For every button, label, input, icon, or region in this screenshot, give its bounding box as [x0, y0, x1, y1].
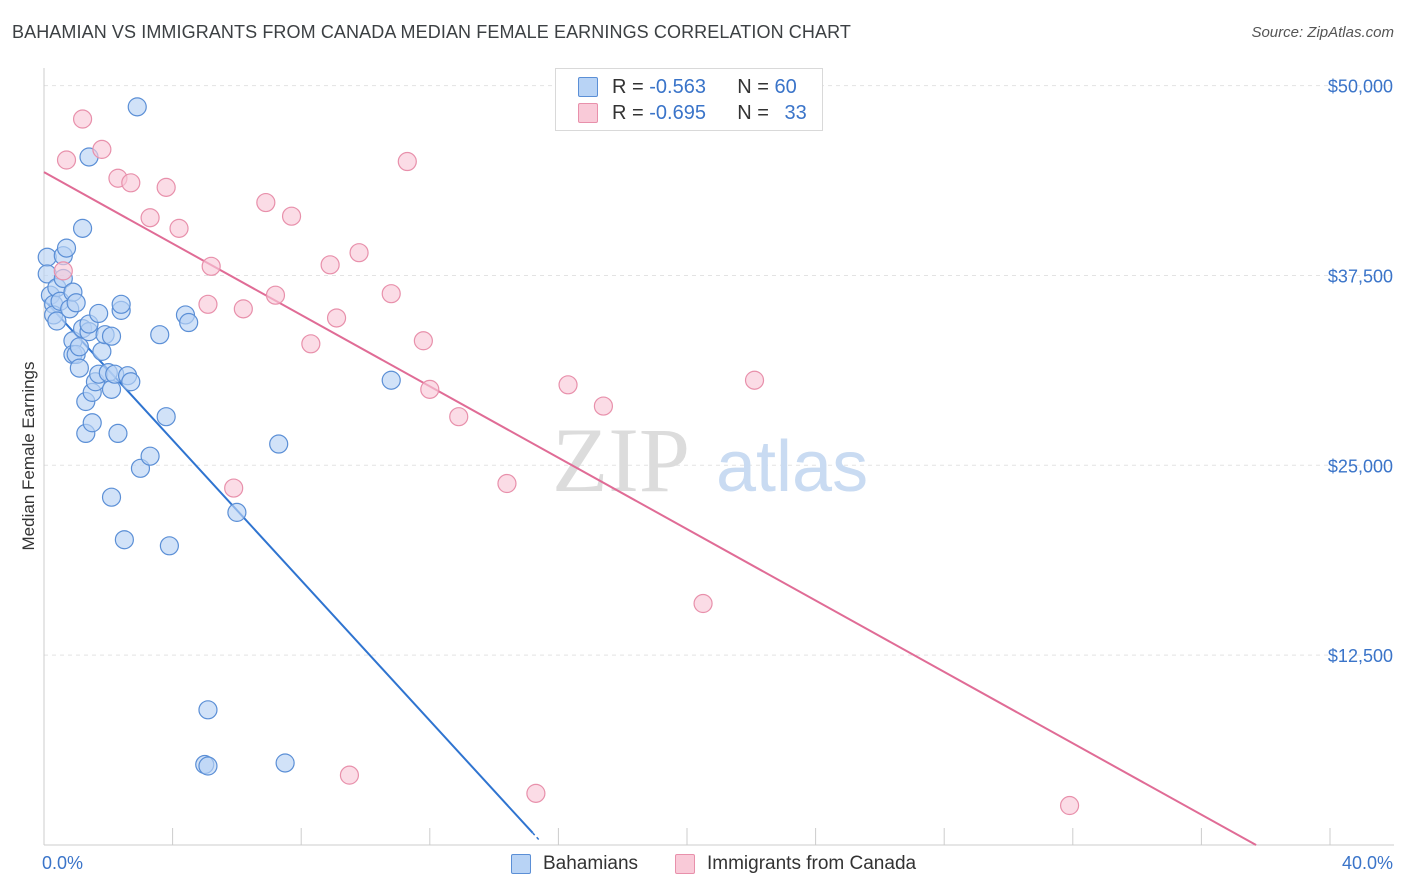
data-point	[269, 434, 289, 454]
data-point	[1059, 795, 1080, 816]
data-point	[233, 299, 253, 319]
grid-lines	[44, 85, 1394, 656]
legend-n-label: N =	[737, 101, 775, 124]
data-point	[693, 593, 713, 614]
data-point	[420, 379, 440, 399]
legend-row-bahamians: R = -0.563 N = 60	[578, 74, 797, 100]
data-point	[744, 370, 765, 390]
data-point	[265, 285, 286, 305]
data-point	[339, 765, 360, 785]
data-point	[114, 530, 134, 550]
data-point	[281, 206, 302, 226]
data-point	[53, 261, 73, 281]
legend-n-label: N =	[737, 75, 775, 98]
data-point	[89, 303, 109, 324]
data-point	[558, 375, 578, 395]
data-point	[224, 478, 244, 498]
data-point	[127, 97, 147, 117]
data-point	[92, 139, 112, 159]
data-point	[349, 243, 369, 263]
legend-n-value: 60	[774, 75, 797, 98]
bottom-swatch-immigrants	[675, 854, 695, 874]
data-point	[66, 293, 86, 313]
data-point	[47, 311, 67, 331]
legend-swatch-immigrants	[578, 103, 598, 123]
data-point	[69, 358, 89, 378]
data-point	[198, 756, 218, 776]
tick-labels: $12,500 $25,000 $37,500 $50,000 0.0% 40.0%	[42, 77, 1393, 873]
y-tick-label: $37,500	[1328, 266, 1393, 286]
data-point	[449, 407, 469, 427]
x-tick-label: 0.0%	[42, 853, 83, 873]
data-point	[121, 372, 141, 392]
data-point	[72, 109, 93, 129]
legend-n-value: 33	[784, 101, 807, 124]
data-point	[381, 370, 401, 390]
series-immigrants-canada	[53, 109, 1080, 816]
data-point	[593, 396, 614, 416]
legend-r-label: R =	[612, 75, 650, 98]
data-point	[82, 413, 102, 433]
data-point	[275, 753, 295, 773]
data-point	[526, 783, 546, 803]
data-point	[37, 247, 57, 267]
y-tick-label: $12,500	[1328, 646, 1393, 666]
trend-line	[43, 171, 1257, 846]
bottom-swatch-bahamians	[511, 854, 531, 874]
bottom-legend-label: Immigrants from Canada	[707, 853, 917, 874]
data-point	[169, 218, 189, 238]
data-point	[397, 151, 417, 172]
data-point	[227, 502, 247, 522]
data-point	[159, 536, 179, 556]
y-tick-label: $50,000	[1328, 77, 1393, 97]
chart-title: BAHAMIAN VS IMMIGRANTS FROM CANADA MEDIA…	[12, 22, 851, 42]
data-point	[156, 407, 176, 427]
legend-swatch-bahamians	[578, 77, 598, 97]
data-point	[381, 284, 401, 304]
data-point	[111, 294, 131, 314]
data-point	[101, 326, 122, 346]
data-point	[326, 308, 347, 328]
data-point	[413, 331, 433, 351]
legend-row-immigrants: R = -0.695 N = 33	[578, 100, 807, 126]
watermark-atlas: atlas	[716, 427, 868, 507]
y-tick-label: $25,000	[1328, 456, 1393, 476]
watermark-zip: ZIP	[552, 409, 690, 511]
data-point	[301, 334, 321, 354]
trend-line-extension	[532, 832, 540, 841]
legend-r-value: -0.563	[649, 75, 706, 98]
legend-r-value: -0.695	[649, 101, 706, 124]
data-point	[256, 192, 276, 213]
data-point	[108, 423, 128, 444]
x-tick-label: 40.0%	[1342, 853, 1393, 873]
data-point	[72, 218, 93, 238]
data-point	[198, 294, 218, 314]
data-point	[179, 312, 199, 333]
data-point	[56, 238, 77, 258]
data-point	[56, 150, 77, 170]
source-label: Source: ZipAtlas.com	[1251, 24, 1394, 41]
data-point	[497, 473, 517, 494]
data-point	[198, 700, 218, 720]
trend-lines	[43, 171, 1257, 846]
y-axis-label: Median Female Earnings	[19, 362, 38, 551]
series-bahamians	[37, 97, 401, 776]
legend-r-label: R =	[612, 101, 650, 124]
bottom-legend-immigrants: Immigrants from Canada	[675, 851, 916, 877]
data-point	[69, 337, 89, 357]
data-point	[140, 446, 160, 466]
bottom-legend-label: Bahamians	[543, 853, 639, 874]
data-point	[101, 487, 122, 507]
axes	[43, 68, 1394, 846]
bottom-legend-bahamians: Bahamians	[511, 851, 638, 877]
data-point	[201, 256, 221, 276]
stats-legend: R = -0.563 N = 60 R = -0.695 N = 33	[555, 68, 823, 131]
data-point	[121, 173, 141, 193]
data-point	[156, 177, 176, 197]
data-point	[320, 255, 340, 275]
data-point	[150, 325, 170, 345]
data-point	[140, 208, 160, 228]
